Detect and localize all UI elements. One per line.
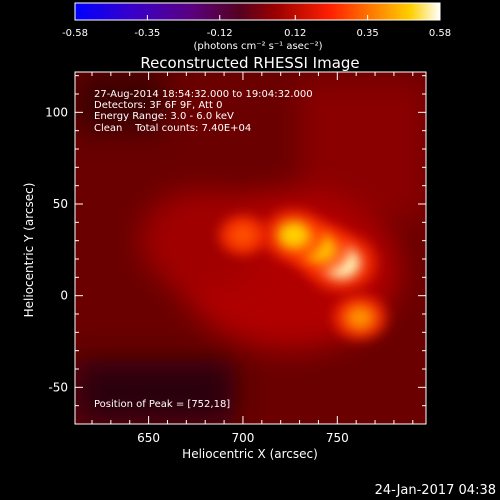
- colorbar-unit-label: (photons cm⁻² s⁻¹ asec⁻²): [193, 41, 322, 52]
- x-axis-label: Heliocentric X (arcsec): [182, 447, 318, 461]
- y-axis-label: Heliocentric Y (arcsec): [22, 183, 36, 318]
- y-tick-labels: -50 0 50 100: [45, 105, 68, 394]
- colorbar-tick-label: 0.12: [284, 28, 306, 39]
- colorbar-tick-label: 0.35: [356, 28, 378, 39]
- colorbar-tick-label: 0.58: [429, 28, 451, 39]
- colorbar-tick-label: -0.35: [134, 28, 160, 39]
- x-tick-labels: 650 700 750: [137, 431, 349, 445]
- colorbar-tick-marks: [74, 15, 441, 20]
- colorbar-tick-label: -0.12: [207, 28, 233, 39]
- y-tick-label: 0: [60, 289, 68, 303]
- heat-source-core: [229, 224, 257, 247]
- plot-frame: [74, 71, 427, 425]
- heat-source-core: [345, 305, 375, 330]
- x-tick-label: 750: [326, 431, 349, 445]
- colorbar: [74, 2, 441, 21]
- peak-position-label: Position of Peak = [752,18]: [94, 399, 230, 410]
- heat-source-core: [276, 221, 311, 250]
- heatmap-image: [75, 72, 426, 424]
- annotation-line-2: Detectors: 3F 6F 9F, Att 0: [94, 100, 222, 111]
- axis-tick-marks: [75, 72, 426, 424]
- footer-timestamp: 24-Jan-2017 04:38: [375, 483, 496, 498]
- annotation-line-1: 27-Aug-2014 18:54:32.000 to 19:04:32.000: [94, 89, 313, 100]
- y-tick-label: 50: [53, 197, 68, 211]
- annotation-line-3: Energy Range: 3.0 - 6.0 keV: [94, 111, 234, 122]
- colorbar-tick-labels: -0.58 -0.35 -0.12 0.12 0.35 0.58: [62, 28, 451, 39]
- colorbar-tick-label: -0.58: [62, 28, 88, 39]
- y-tick-label: 100: [45, 105, 68, 119]
- y-tick-label: -50: [48, 380, 68, 394]
- chart-title: Reconstructed RHESSI Image: [140, 54, 359, 72]
- heatmap-sources: [218, 209, 387, 340]
- x-tick-label: 650: [137, 431, 160, 445]
- annotation-line-4: Clean Total counts: 7.40E+04: [94, 123, 251, 134]
- x-tick-label: 700: [231, 431, 254, 445]
